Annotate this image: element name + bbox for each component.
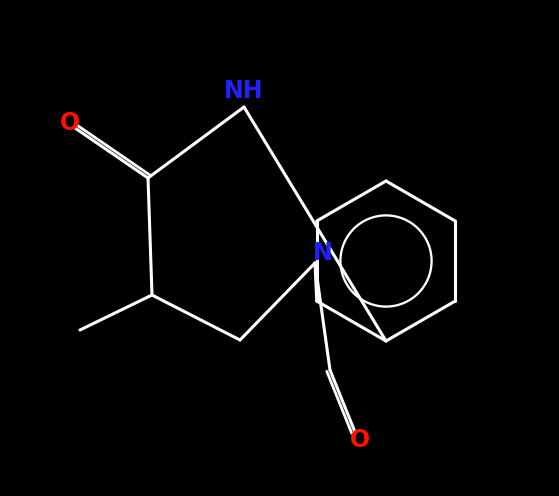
Text: O: O — [350, 428, 370, 452]
Text: NH: NH — [224, 79, 264, 103]
Text: O: O — [60, 111, 80, 135]
Text: N: N — [313, 241, 333, 265]
